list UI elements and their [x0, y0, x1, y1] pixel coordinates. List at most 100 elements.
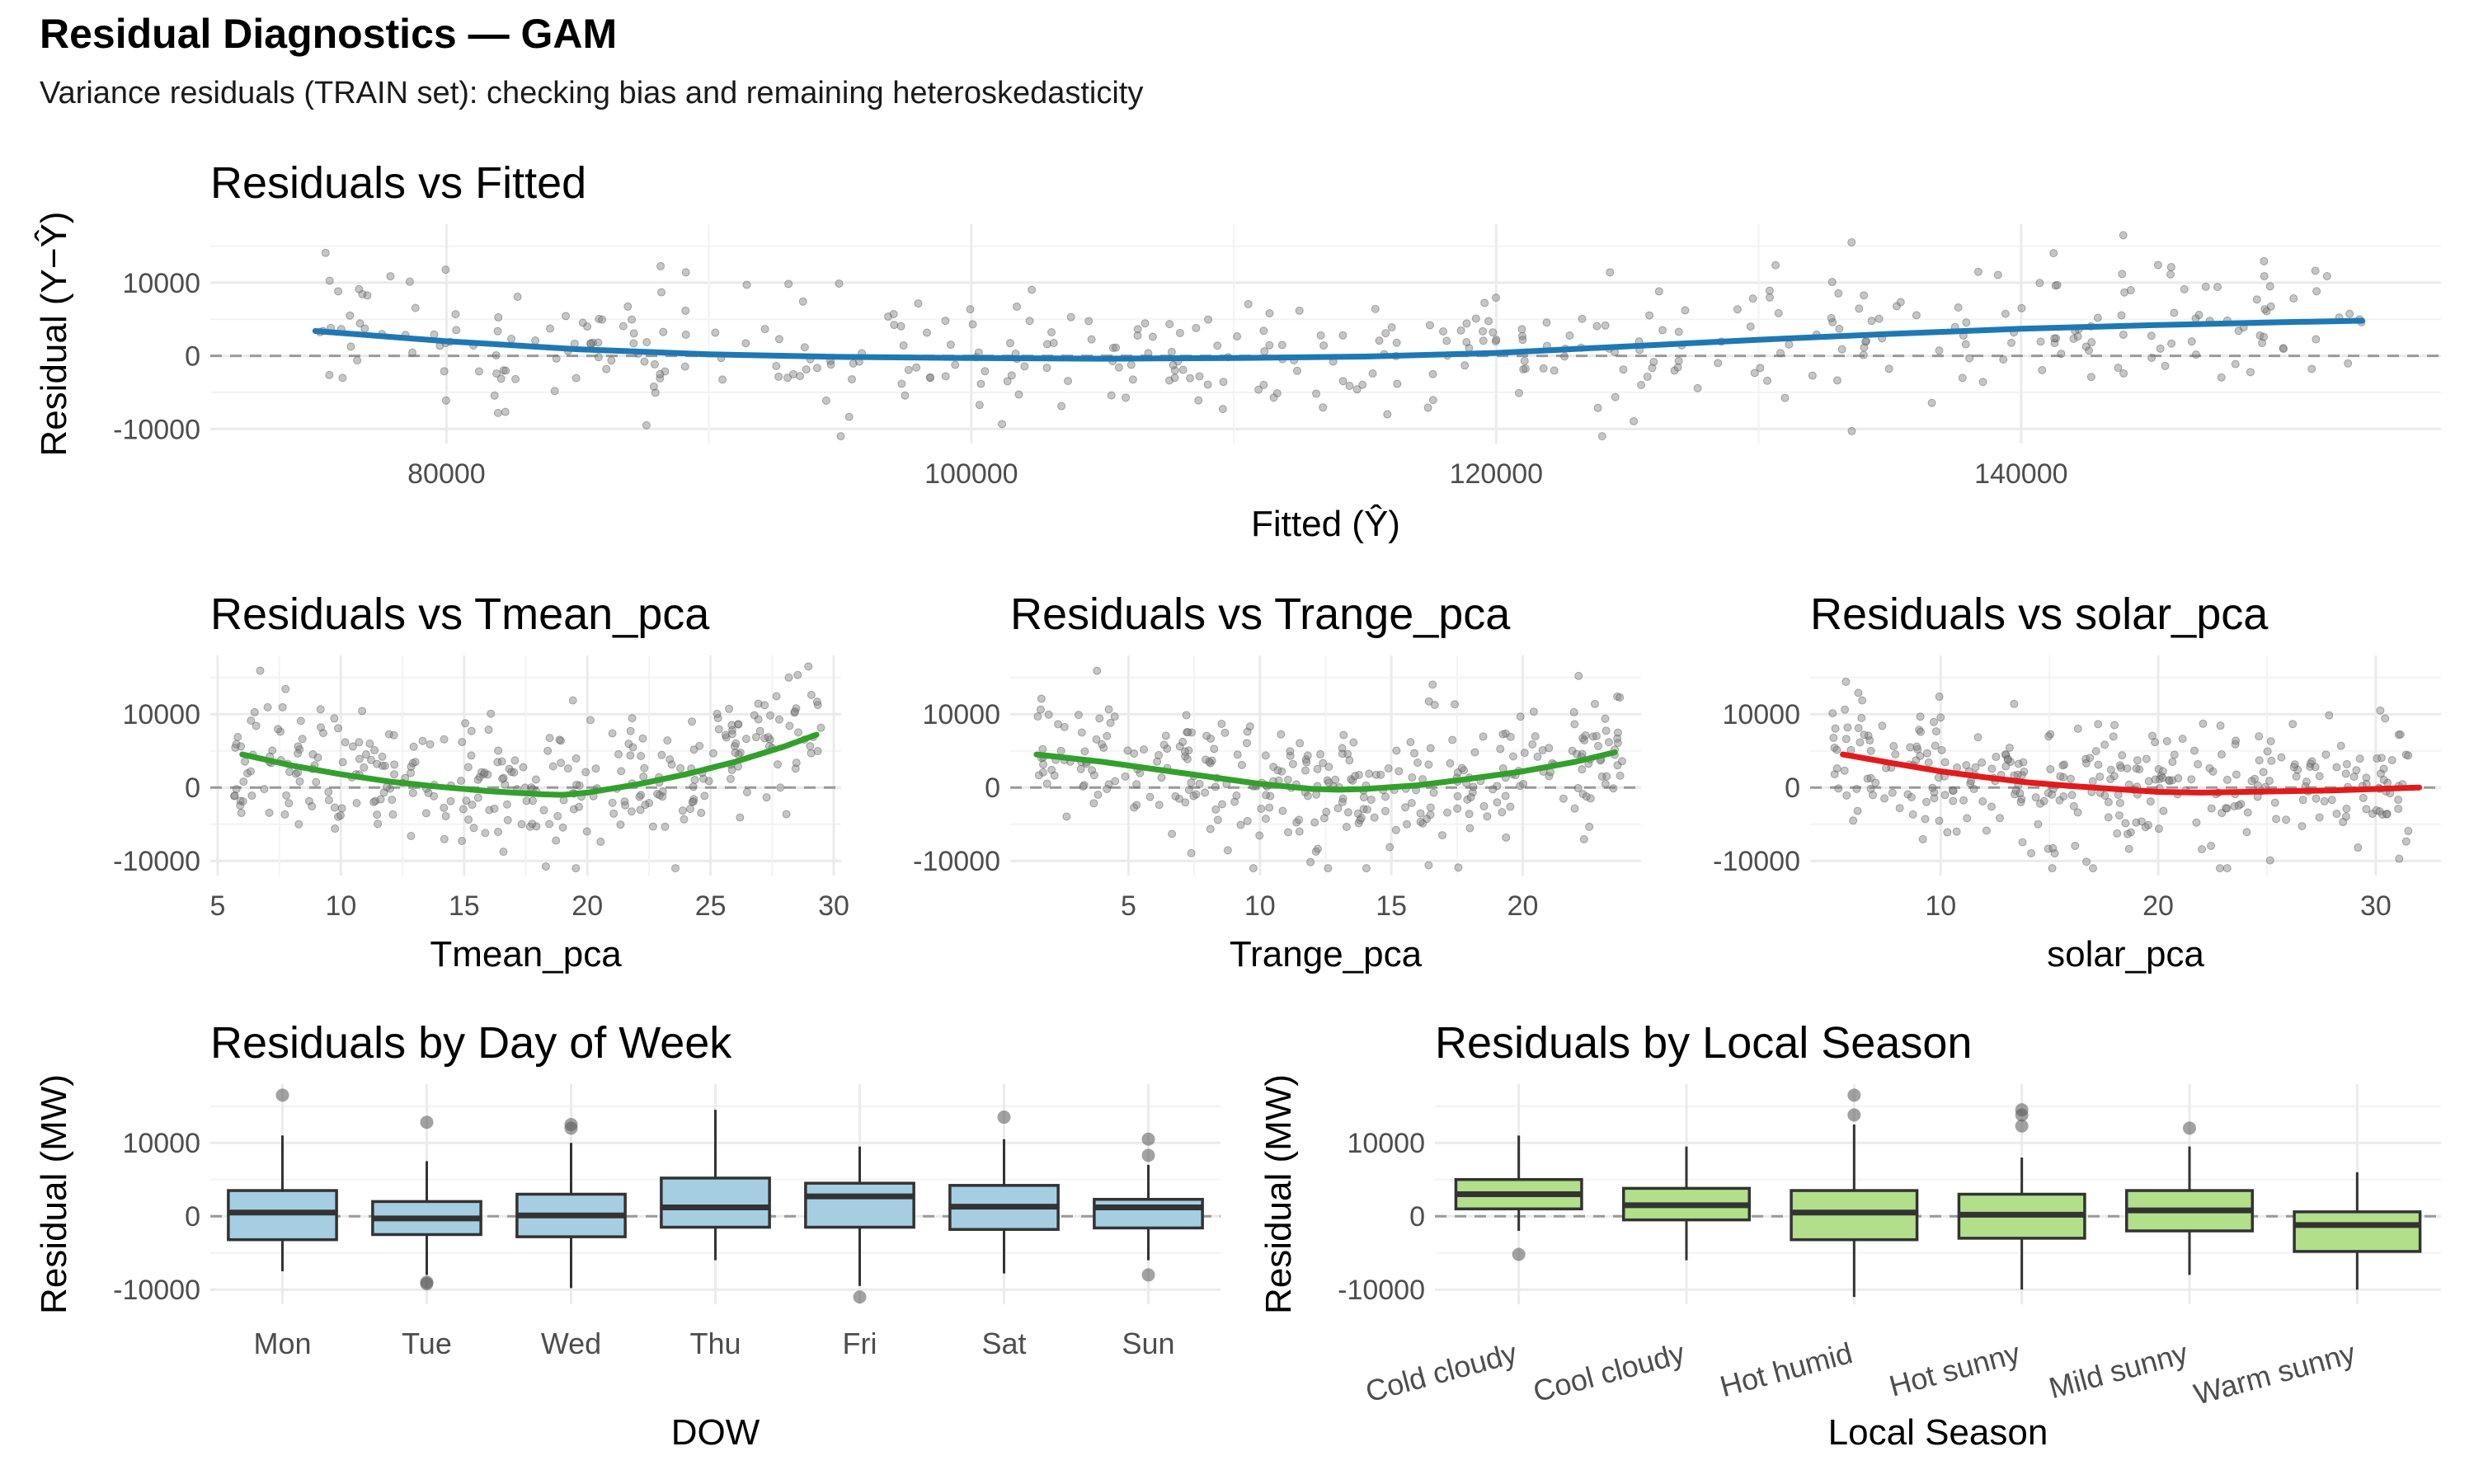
data-point	[2143, 820, 2152, 829]
data-point	[474, 367, 483, 376]
data-point	[1837, 345, 1846, 354]
data-point	[1121, 772, 1130, 781]
data-point	[2377, 754, 2386, 763]
data-point	[741, 339, 750, 348]
box-cool-cloudy	[1622, 1146, 1751, 1261]
data-point	[713, 709, 722, 718]
data-point	[507, 335, 516, 344]
data-point	[2088, 777, 2097, 786]
data-point	[1827, 313, 1836, 322]
data-point	[494, 312, 503, 322]
data-point	[637, 752, 646, 761]
data-point	[1969, 785, 1978, 794]
data-point	[1460, 766, 1469, 775]
data-point	[700, 791, 709, 801]
data-point	[2251, 774, 2260, 783]
data-point	[1424, 697, 1433, 706]
data-point	[2017, 303, 2026, 312]
data-point	[1316, 749, 1325, 758]
data-point	[511, 374, 520, 383]
data-point	[1313, 844, 1322, 853]
data-point	[782, 810, 791, 819]
data-point	[1358, 380, 1367, 389]
data-point	[531, 775, 540, 784]
data-point	[1774, 308, 1783, 317]
data-point	[760, 325, 769, 334]
data-point	[772, 362, 781, 371]
data-point	[2349, 773, 2359, 782]
data-point	[1830, 743, 1839, 752]
data-point	[1348, 776, 1357, 785]
data-point	[1260, 347, 1269, 356]
data-point	[247, 716, 256, 726]
data-point	[1213, 341, 1222, 350]
data-point	[890, 321, 899, 330]
data-point	[1169, 360, 1178, 369]
data-point	[2246, 368, 2255, 377]
panel-residuals-vs-solar: -10000 0 10000 Residuals vs solar_pca solar_…	[1713, 589, 2441, 974]
data-point	[2119, 369, 2128, 378]
data-point	[1962, 761, 1971, 770]
data-point	[1943, 828, 1952, 837]
data-point	[1211, 782, 1220, 791]
data-point	[373, 810, 382, 819]
data-point	[2258, 339, 2267, 348]
data-point	[2046, 730, 2055, 739]
outlier-point	[1141, 1268, 1155, 1282]
data-point	[1463, 795, 1472, 804]
data-point	[1265, 340, 1274, 350]
data-point	[2118, 751, 2127, 760]
data-point	[1613, 728, 1622, 737]
data-point	[493, 326, 502, 336]
data-point	[685, 805, 694, 814]
data-point	[1948, 787, 1957, 796]
data-point	[1038, 768, 1047, 777]
data-point	[699, 774, 708, 783]
data-point	[298, 735, 307, 744]
data-point	[2279, 345, 2288, 354]
data-point	[386, 272, 395, 281]
x-tick-label: 20	[571, 890, 603, 922]
data-point	[1864, 731, 1873, 740]
panel-title: Residuals vs Fitted	[210, 158, 586, 208]
data-point	[1517, 331, 1526, 340]
data-point	[651, 388, 660, 397]
data-point	[1856, 738, 1865, 747]
data-point	[650, 359, 659, 369]
data-point	[1602, 726, 1611, 735]
data-point	[807, 749, 816, 758]
data-point	[1973, 733, 1982, 742]
data-point	[325, 276, 334, 285]
x-tick-label: 30	[2360, 890, 2392, 922]
data-point	[785, 721, 794, 730]
data-point	[1829, 733, 1838, 742]
data-point	[1733, 305, 1742, 314]
data-point	[2146, 797, 2155, 806]
data-point	[2404, 826, 2413, 835]
data-point	[2187, 337, 2196, 346]
y-tick-label: -10000	[113, 846, 200, 877]
data-point	[1517, 325, 1526, 334]
data-point	[1965, 354, 1974, 363]
data-point	[1966, 779, 1975, 788]
data-point	[440, 803, 449, 812]
data-point	[1038, 744, 1047, 754]
data-point	[1273, 766, 1282, 775]
data-point	[1643, 372, 1652, 381]
data-point	[1187, 848, 1196, 857]
data-point	[501, 407, 510, 416]
data-point	[467, 751, 476, 760]
data-point	[330, 803, 339, 812]
data-point	[1613, 739, 1622, 748]
data-point	[308, 750, 317, 759]
data-point	[1479, 732, 1488, 741]
data-point	[1165, 320, 1174, 329]
box-sat	[948, 1111, 1060, 1274]
data-point	[1498, 808, 1507, 817]
data-point	[1395, 767, 1404, 776]
data-point	[1637, 381, 1646, 390]
data-point	[1857, 713, 1866, 722]
data-point	[1054, 720, 1063, 729]
data-point	[1345, 382, 1354, 391]
data-point	[1518, 336, 1527, 345]
